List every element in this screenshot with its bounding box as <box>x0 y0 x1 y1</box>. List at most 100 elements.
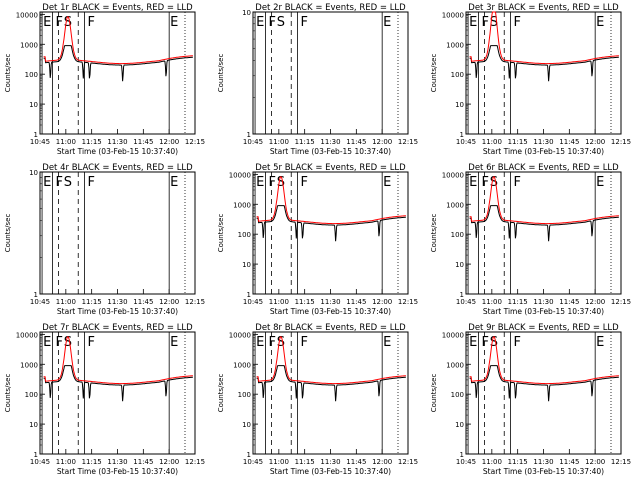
y-tick-label: 1 <box>460 291 464 299</box>
x-tick-label: 10:45 <box>243 298 263 306</box>
plot-frame <box>252 331 409 455</box>
region-letter: S <box>490 175 498 190</box>
series-lld-line <box>43 16 193 65</box>
region-letter: F <box>88 175 95 190</box>
panel-title: Det 8r BLACK = Events, RED = LLD <box>255 323 406 333</box>
y-tick-label: 10 <box>29 101 38 109</box>
x-tick-label: 11:30 <box>320 458 340 466</box>
region-letter: F <box>301 335 308 350</box>
panel-title: Det 4r BLACK = Events, RED = LLD <box>42 163 193 173</box>
y-tick-label: 10 <box>455 261 464 269</box>
x-tick-label: 10:45 <box>243 138 263 146</box>
x-tick-label: 10:45 <box>30 298 50 306</box>
region-letter: F <box>481 335 488 350</box>
panel-det-5: Det 5r BLACK = Events, RED = LLD 1 10 100 10… <box>217 163 418 316</box>
y-tick-label: 100 <box>25 391 38 399</box>
x-tick-label: 11:30 <box>107 458 127 466</box>
x-axis-label: Start Time (03-Feb-15 10:37:40) <box>483 467 604 476</box>
x-tick-label: 12:15 <box>185 138 205 146</box>
x-tick-label: 11:45 <box>133 298 153 306</box>
y-tick-label: 1 <box>247 451 251 459</box>
y-tick-label: 10 <box>242 261 251 269</box>
y-tick-label: 1 <box>34 131 38 139</box>
x-tick-label: 11:00 <box>482 138 502 146</box>
y-tick-label: 10 <box>455 421 464 429</box>
x-tick-label: 11:45 <box>559 298 579 306</box>
region-letter: F <box>88 335 95 350</box>
x-tick-label: 12:15 <box>611 458 631 466</box>
x-tick-label: 11:00 <box>269 298 289 306</box>
panel-title: Det 5r BLACK = Events, RED = LLD <box>255 163 406 173</box>
y-axis-label: Counts/sec <box>217 54 225 93</box>
y-tick-label: 100 <box>238 231 251 239</box>
x-tick-label: 10:45 <box>456 298 476 306</box>
y-tick-label: 100 <box>451 391 464 399</box>
region-letter: S <box>490 335 498 350</box>
x-tick-label: 11:30 <box>533 138 553 146</box>
panel-det-1: Det 1r BLACK = Events, RED = LLD 1 10 100 10… <box>4 3 205 156</box>
y-tick-label: 1 <box>34 291 38 299</box>
y-tick-label: 1 <box>460 131 464 139</box>
y-tick-label: 1000 <box>446 41 464 49</box>
region-letter: F <box>55 335 62 350</box>
y-axis-label: Counts/sec <box>4 214 12 253</box>
x-axis-label: Start Time (03-Feb-15 10:37:40) <box>270 307 391 316</box>
x-tick-label: 10:45 <box>456 138 476 146</box>
x-tick-label: 10:45 <box>243 458 263 466</box>
plot-frame <box>465 171 622 295</box>
region-letter: F <box>301 175 308 190</box>
x-tick-label: 11:00 <box>56 138 76 146</box>
region-letter: E <box>383 335 391 350</box>
x-axis-label: Start Time (03-Feb-15 10:37:40) <box>483 307 604 316</box>
x-tick-label: 12:00 <box>372 138 392 146</box>
x-tick-label: 12:15 <box>185 298 205 306</box>
x-tick-label: 11:30 <box>320 138 340 146</box>
region-letter: S <box>64 15 72 30</box>
x-tick-label: 12:15 <box>611 138 631 146</box>
y-tick-label: 10000 <box>442 331 464 339</box>
x-tick-label: 11:30 <box>533 458 553 466</box>
x-tick-label: 11:30 <box>320 298 340 306</box>
y-tick-label: 10000 <box>229 331 251 339</box>
x-axis-label: Start Time (03-Feb-15 10:37:40) <box>57 307 178 316</box>
region-letter: S <box>277 15 285 30</box>
x-tick-label: 12:15 <box>398 298 418 306</box>
x-tick-label: 12:15 <box>398 138 418 146</box>
x-tick-label: 11:00 <box>482 298 502 306</box>
series-lld-line <box>469 176 619 225</box>
x-tick-label: 11:00 <box>56 298 76 306</box>
x-tick-label: 11:15 <box>295 458 315 466</box>
x-tick-label: 11:15 <box>508 138 528 146</box>
y-tick-label: 1 <box>460 451 464 459</box>
region-letter: E <box>383 15 391 30</box>
region-letter: E <box>469 175 477 190</box>
panel-title: Det 6r BLACK = Events, RED = LLD <box>468 163 619 173</box>
plot-frame <box>39 11 196 135</box>
region-letter: F <box>55 15 62 30</box>
region-letter: F <box>514 15 521 30</box>
y-tick-label: 10 <box>242 421 251 429</box>
y-tick-label: 1 <box>247 291 251 299</box>
region-letter: E <box>469 335 477 350</box>
panel-title: Det 3r BLACK = Events, RED = LLD <box>468 3 619 13</box>
series-events-line <box>256 205 406 242</box>
x-tick-label: 10:45 <box>30 458 50 466</box>
x-tick-label: 11:30 <box>533 298 553 306</box>
region-letter: F <box>55 175 62 190</box>
region-letter: S <box>64 335 72 350</box>
x-axis-label: Start Time (03-Feb-15 10:37:40) <box>57 467 178 476</box>
panel-det-8: Det 8r BLACK = Events, RED = LLD 1 10 100 10… <box>217 323 418 476</box>
y-tick-label: 10000 <box>16 331 38 339</box>
x-tick-label: 11:00 <box>482 458 502 466</box>
panel-det-4: Det 4r BLACK = Events, RED = LLD 1 10 10:45… <box>4 163 205 316</box>
series-events-line <box>469 45 619 82</box>
region-letter: F <box>514 335 521 350</box>
region-letter: F <box>301 15 308 30</box>
x-tick-label: 10:45 <box>30 138 50 146</box>
region-letter: E <box>256 15 264 30</box>
y-tick-label: 10000 <box>16 11 38 19</box>
x-tick-label: 11:45 <box>133 458 153 466</box>
panel-det-3: Det 3r BLACK = Events, RED = LLD 1 10 100 10… <box>430 3 631 156</box>
y-tick-label: 10000 <box>229 171 251 179</box>
y-tick-label: 100 <box>451 71 464 79</box>
